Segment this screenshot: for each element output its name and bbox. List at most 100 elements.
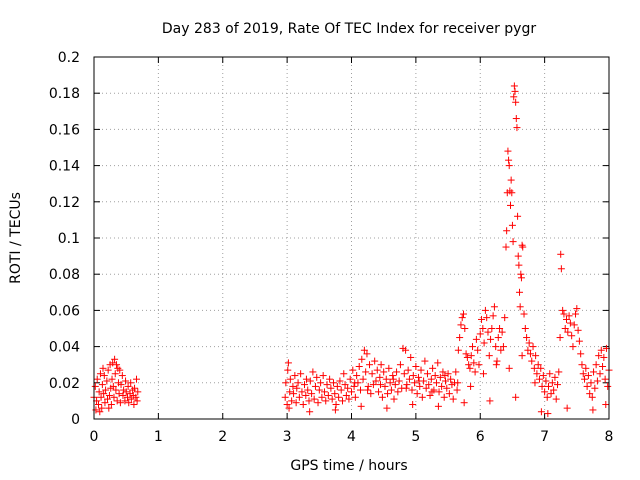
- data-point: [422, 384, 430, 392]
- data-point: [541, 388, 549, 396]
- data-point: [456, 334, 464, 342]
- y-tick-label: 0.08: [49, 267, 80, 283]
- data-point: [310, 395, 318, 403]
- data-point: [415, 377, 423, 385]
- data-point: [104, 395, 112, 403]
- data-point: [472, 335, 480, 343]
- data-point: [100, 372, 108, 380]
- data-point: [496, 325, 504, 332]
- data-point: [95, 401, 103, 409]
- data-point: [509, 238, 517, 246]
- data-point: [337, 386, 345, 394]
- data-point: [439, 368, 447, 376]
- x-tick-label: 4: [347, 429, 356, 445]
- data-point: [376, 381, 384, 389]
- y-tick-label: 0.06: [49, 303, 80, 319]
- data-point: [346, 375, 354, 383]
- data-point: [489, 312, 497, 320]
- data-point: [440, 393, 448, 401]
- data-point: [400, 370, 408, 378]
- data-point: [511, 87, 519, 95]
- data-point: [96, 370, 104, 378]
- data-point: [557, 265, 565, 273]
- data-point: [430, 386, 438, 394]
- data-point: [319, 372, 327, 380]
- data-point: [335, 393, 343, 401]
- data-point: [570, 321, 578, 329]
- data-point: [123, 393, 131, 401]
- data-point: [538, 382, 546, 390]
- data-point: [133, 397, 141, 405]
- data-point: [372, 377, 380, 385]
- data-point: [308, 390, 316, 398]
- data-point: [377, 361, 385, 369]
- data-point: [434, 359, 442, 367]
- data-point: [332, 401, 340, 409]
- data-point: [95, 388, 103, 396]
- data-point: [125, 399, 133, 407]
- data-point: [327, 384, 335, 392]
- data-point: [441, 377, 449, 385]
- data-point: [132, 375, 140, 383]
- data-point: [505, 364, 513, 372]
- data-point: [421, 357, 429, 365]
- data-point: [102, 386, 110, 394]
- x-tick-label: 0: [90, 429, 99, 445]
- data-point: [597, 346, 605, 354]
- data-point: [360, 346, 368, 354]
- data-point: [301, 381, 309, 389]
- data-point: [116, 399, 124, 407]
- data-point: [331, 406, 339, 414]
- data-point: [544, 410, 552, 418]
- data-point: [351, 393, 359, 401]
- x-tick-label: 2: [218, 429, 227, 445]
- data-point: [110, 393, 118, 401]
- data-point: [462, 350, 470, 358]
- data-point: [320, 388, 328, 396]
- data-point: [386, 379, 394, 387]
- data-point: [111, 370, 119, 378]
- data-point: [517, 270, 525, 278]
- y-tick-label: 0.16: [49, 122, 80, 138]
- data-point: [122, 377, 130, 385]
- data-point: [98, 381, 106, 389]
- data-point: [515, 261, 523, 269]
- data-point: [122, 388, 130, 396]
- data-point: [344, 384, 352, 392]
- data-points: [90, 82, 613, 418]
- data-point: [490, 303, 498, 311]
- data-point: [436, 373, 444, 381]
- data-point: [97, 393, 105, 401]
- data-point: [518, 241, 526, 249]
- data-point: [435, 388, 443, 396]
- data-point: [383, 404, 391, 412]
- data-point: [524, 346, 532, 354]
- data-point: [113, 397, 121, 405]
- data-point: [121, 397, 129, 405]
- data-point: [467, 382, 475, 390]
- data-point: [492, 361, 500, 369]
- data-point: [295, 393, 303, 401]
- data-point: [284, 359, 292, 367]
- data-point: [283, 401, 291, 409]
- x-axis-tick-labels: 0 1 2 3 4 5 6 7 8: [90, 429, 614, 445]
- data-point: [507, 176, 515, 184]
- data-point: [543, 393, 551, 401]
- data-point: [469, 343, 477, 351]
- data-point: [302, 375, 310, 383]
- data-point: [587, 379, 595, 387]
- data-point: [376, 373, 384, 381]
- data-point: [457, 321, 465, 329]
- data-point: [408, 386, 416, 394]
- data-point: [413, 390, 421, 398]
- data-point: [402, 384, 410, 392]
- data-point: [523, 334, 531, 342]
- data-point: [474, 346, 482, 354]
- data-point: [306, 408, 314, 416]
- data-point: [407, 353, 415, 361]
- data-point: [286, 388, 294, 396]
- data-point: [103, 377, 111, 385]
- data-point: [596, 370, 604, 378]
- data-point: [569, 343, 577, 351]
